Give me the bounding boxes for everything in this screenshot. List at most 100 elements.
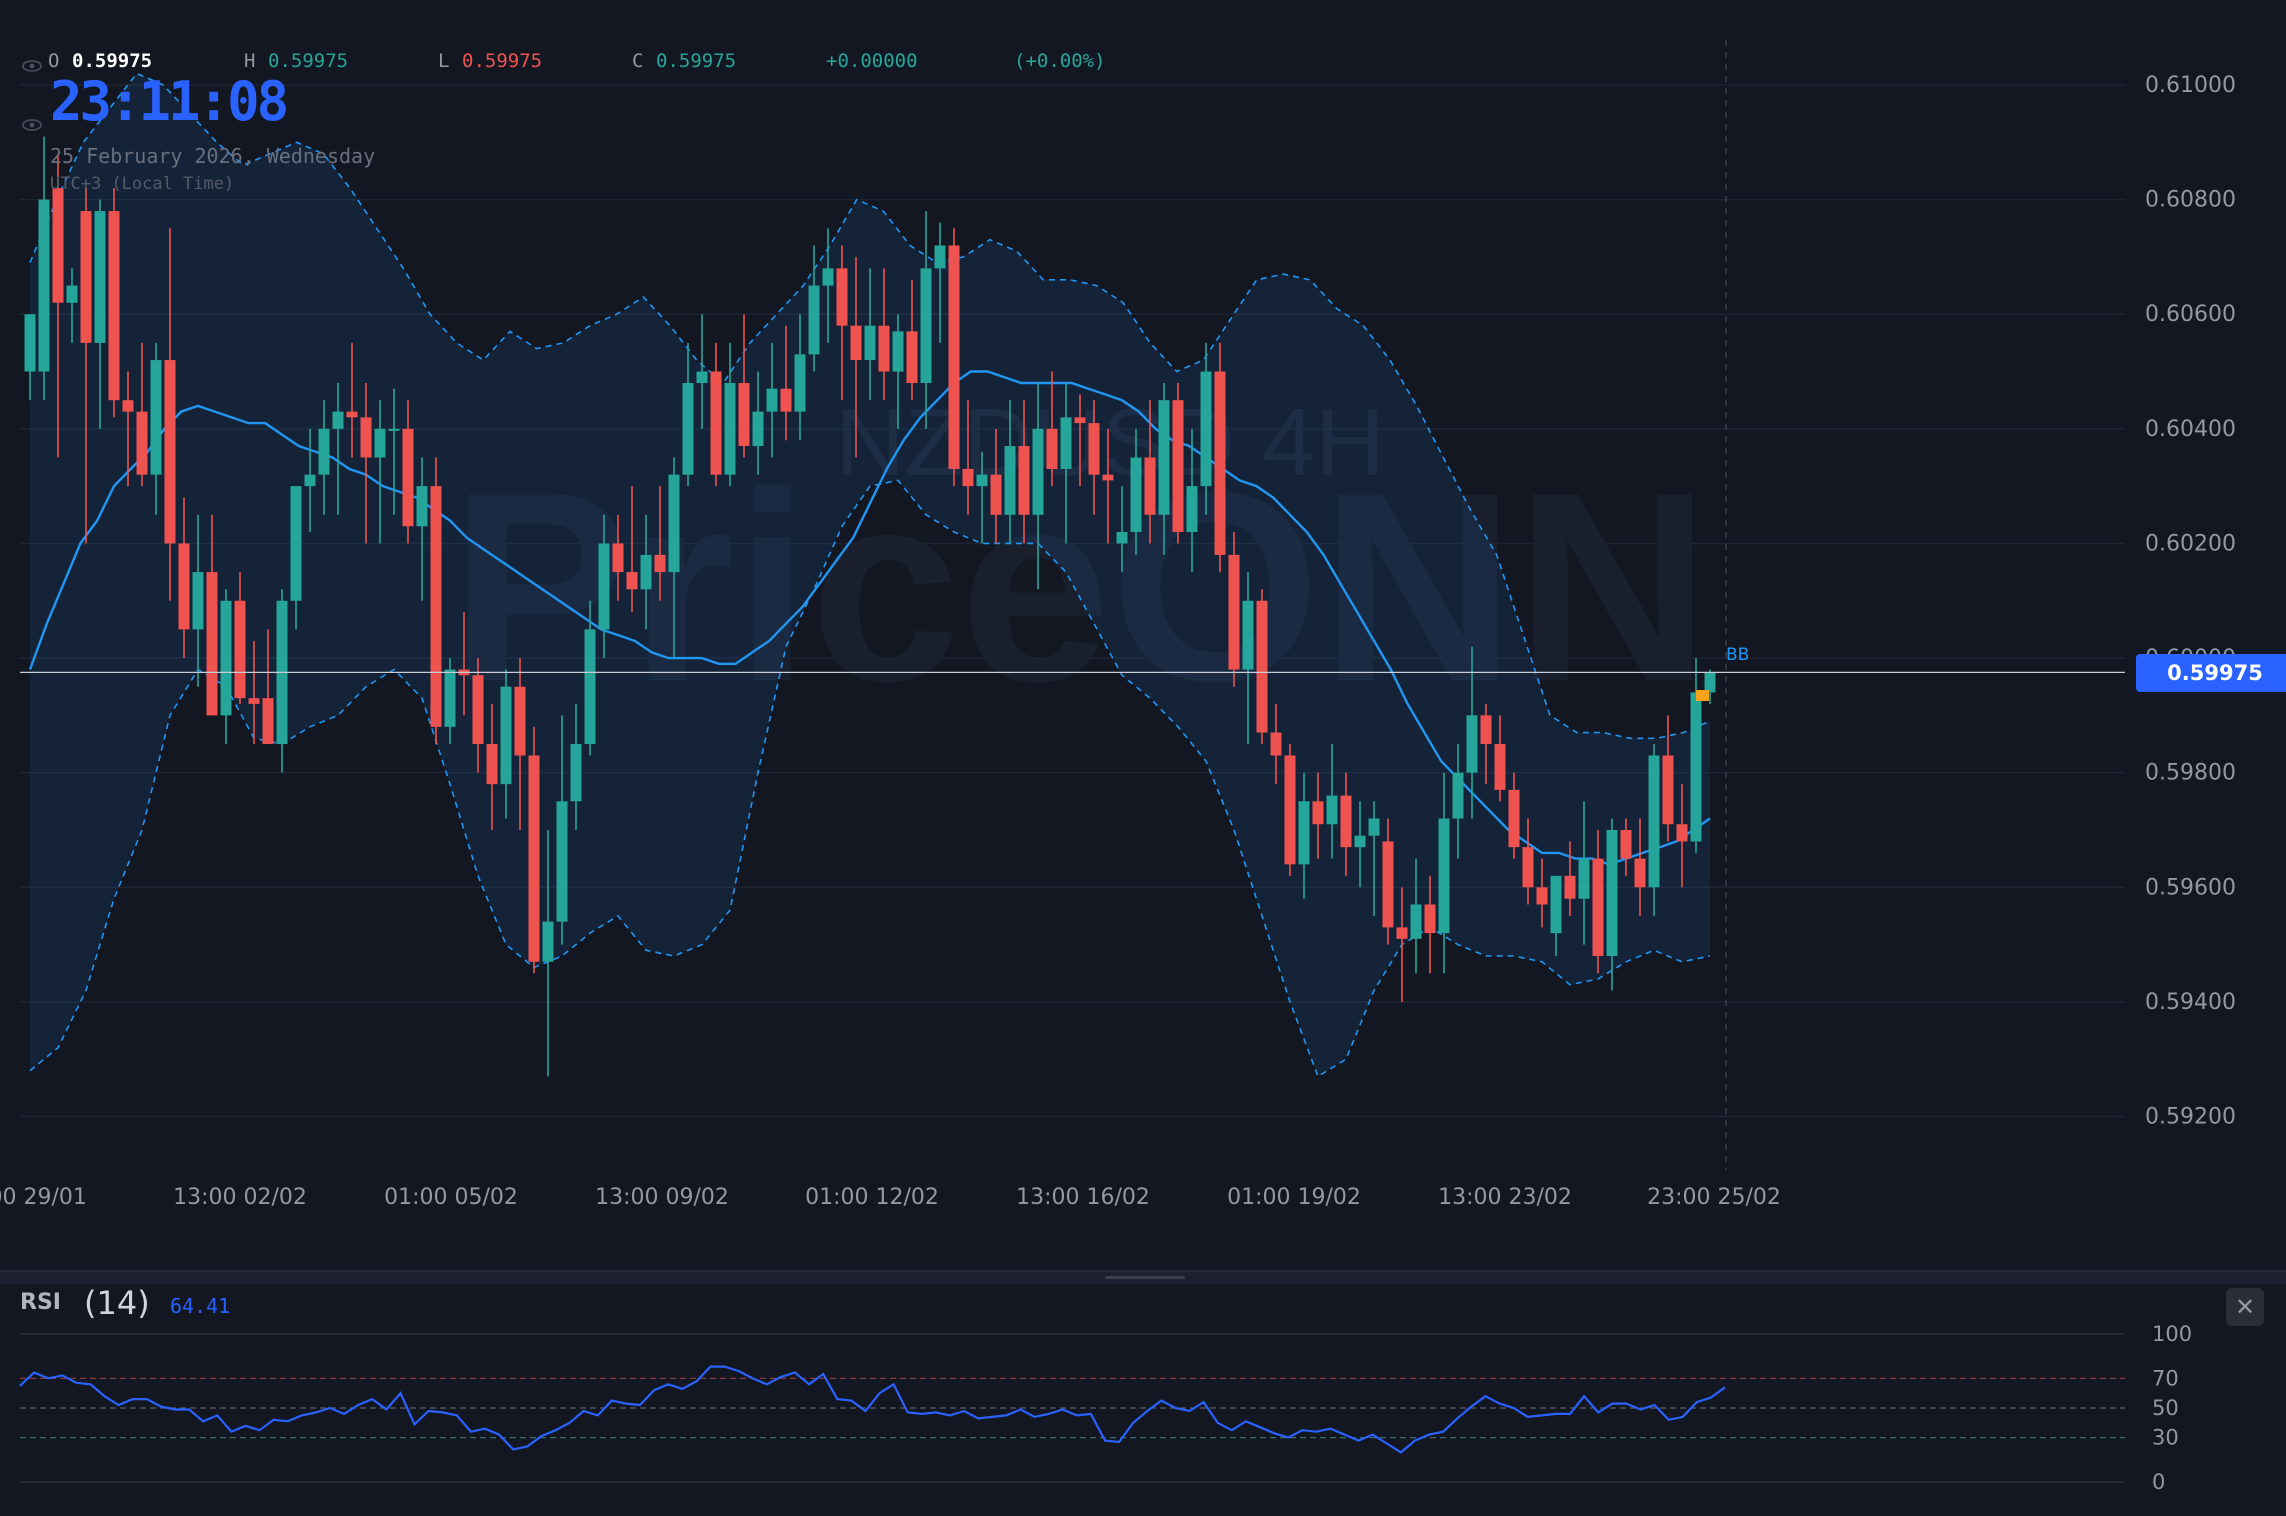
- clock-date: 25 February 2026, Wednesday: [50, 144, 376, 168]
- candle-body: [612, 543, 624, 573]
- candle-body: [1466, 715, 1478, 773]
- candle-body: [108, 211, 120, 401]
- candle-body: [206, 572, 218, 716]
- candle-body: [1046, 428, 1058, 469]
- candle-body: [808, 285, 820, 355]
- time-tick-label: 13:00 09/02: [595, 1185, 729, 1210]
- ohlc-open-label: O: [48, 50, 60, 72]
- candle-body: [52, 188, 64, 303]
- candle-body: [1354, 835, 1366, 848]
- candle-body: [1480, 715, 1492, 745]
- candle-body: [1368, 818, 1380, 836]
- candle-body: [1298, 801, 1310, 865]
- ohlc-open-value: 0.59975: [72, 50, 153, 72]
- candle-body: [584, 629, 596, 745]
- candle-body: [290, 486, 302, 601]
- resize-grip[interactable]: [1105, 1276, 1185, 1279]
- candle-body: [1424, 904, 1436, 934]
- candle-body: [1396, 927, 1408, 939]
- time-tick-label: 23:00 25/02: [1647, 1185, 1781, 1210]
- price-overlays: [20, 40, 2125, 1170]
- time-tick-label: 01:00 05/02: [384, 1185, 518, 1210]
- candle-body: [1102, 474, 1114, 481]
- candle-body: [1256, 600, 1268, 733]
- price-tick-label: 0.59400: [2145, 990, 2236, 1015]
- candle-body: [766, 388, 778, 412]
- ohlc-high-label: H: [244, 50, 256, 72]
- candle-body: [1200, 371, 1212, 487]
- rsi-line: [19, 1365, 1726, 1454]
- candle-body: [486, 744, 498, 785]
- candle-body: [1340, 795, 1352, 848]
- price-tick-label: 0.59600: [2145, 875, 2236, 900]
- candles: [24, 136, 1716, 1077]
- bollinger-label: BB: [1726, 645, 1750, 665]
- ohlc-change-percent: (+0.00%): [1014, 50, 1106, 72]
- candle-body: [500, 686, 512, 785]
- candle-body: [374, 428, 386, 458]
- candle-body: [1088, 423, 1100, 475]
- rsi-period: (14): [84, 1284, 150, 1322]
- candle-body: [1662, 755, 1674, 825]
- ohlc-high-value: 0.59975: [268, 50, 349, 72]
- candle-body: [962, 468, 974, 487]
- candle-body: [402, 428, 414, 527]
- candle-body: [136, 411, 148, 475]
- candle-body: [528, 755, 540, 962]
- last-price-badge: 0.59975: [2136, 654, 2286, 692]
- candle-body: [570, 744, 582, 802]
- candle-body: [1452, 772, 1464, 819]
- candle-body: [430, 486, 442, 727]
- eye-icon[interactable]: [22, 118, 42, 132]
- candle-body: [1326, 795, 1338, 825]
- time-tick-label: 01:00 29/01: [0, 1185, 87, 1210]
- pane-divider[interactable]: [0, 1270, 2286, 1284]
- candle-body: [1606, 829, 1618, 957]
- candle-body: [164, 360, 176, 544]
- candle-body: [822, 268, 834, 286]
- time-tick-label: 01:00 19/02: [1227, 1185, 1361, 1210]
- candle-body: [738, 382, 750, 447]
- candle-body: [850, 325, 862, 361]
- candle-body: [388, 428, 400, 431]
- clock-time: 23:11:08: [50, 70, 289, 133]
- rsi-pane: 100 70 50 30 0: [19, 1322, 2192, 1494]
- time-tick-label: 13:00 16/02: [1016, 1185, 1150, 1210]
- rsi-tick-label: 100: [2152, 1322, 2192, 1346]
- candle-body: [1410, 904, 1422, 939]
- candle-body: [1620, 829, 1632, 859]
- candle-body: [598, 543, 610, 630]
- close-icon[interactable]: ✕: [2226, 1288, 2264, 1326]
- candle-body: [122, 400, 134, 412]
- candle-body: [318, 428, 330, 475]
- candle-body: [976, 474, 988, 487]
- candle-body: [1564, 875, 1576, 899]
- candle-body: [752, 411, 764, 447]
- rsi-tick-label: 70: [2152, 1366, 2179, 1390]
- candle-body: [248, 698, 260, 704]
- eye-icon[interactable]: [22, 59, 42, 73]
- rsi-label: RSI: [20, 1290, 61, 1315]
- candle-body: [668, 474, 680, 573]
- clock-timezone: UTC+3 (Local Time): [50, 174, 235, 194]
- candle-body: [724, 382, 736, 475]
- candle-body: [1494, 744, 1506, 790]
- candle-body: [1578, 858, 1590, 899]
- rsi-tick-label: 30: [2152, 1426, 2179, 1450]
- price-tick-label: 0.60200: [2145, 531, 2236, 556]
- candle-body: [878, 325, 890, 372]
- candle-body: [1676, 824, 1688, 842]
- candle-body: [1634, 858, 1646, 888]
- time-axis[interactable]: 01:00 29/01 13:00 02/02 01:00 05/02 13:00 0…: [0, 1185, 1781, 1210]
- price-axis[interactable]: 0.610000.608000.606000.604000.602000.600…: [2145, 73, 2236, 1130]
- candle-body: [66, 285, 78, 303]
- candle-body: [556, 801, 568, 922]
- candle-body: [24, 314, 36, 372]
- candle-body: [1228, 554, 1240, 670]
- price-tick-label: 0.59800: [2145, 761, 2236, 786]
- candle-body: [990, 474, 1002, 515]
- current-bar-marker: [1696, 690, 1709, 701]
- candle-body: [1060, 417, 1072, 469]
- ohlc-close-label: C: [632, 50, 644, 72]
